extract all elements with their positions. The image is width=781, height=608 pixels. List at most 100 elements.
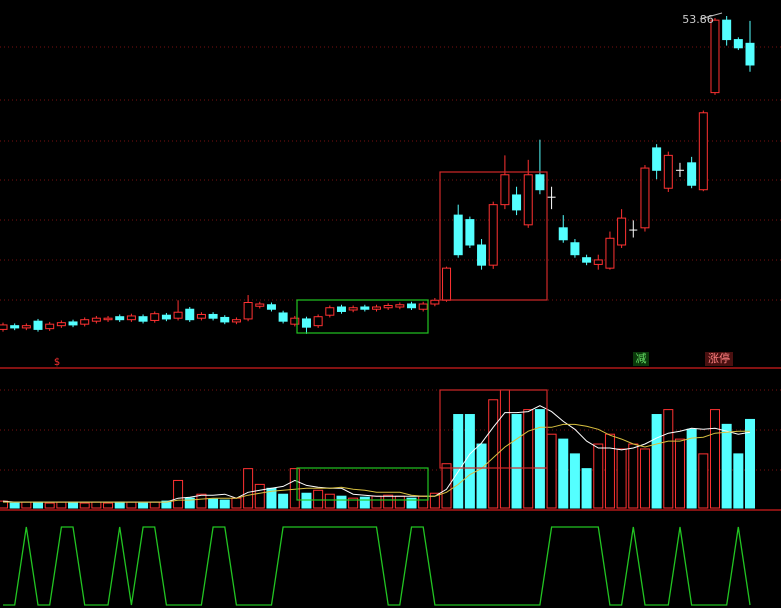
volume-bar (383, 494, 394, 509)
volume-bar (208, 498, 219, 509)
volume-bar (184, 497, 195, 509)
volume-bar (464, 414, 475, 509)
candle-body (535, 174, 545, 191)
badge-label: 涨停 (708, 351, 730, 365)
volume-bar (126, 501, 137, 509)
candle-body (523, 174, 533, 226)
candle-body (126, 315, 136, 321)
volume-bar (9, 502, 20, 509)
volume-bar (546, 433, 557, 509)
candle-body (570, 242, 580, 256)
volume-bar (569, 453, 580, 509)
volume-bar (348, 497, 359, 509)
volume-bar (219, 499, 230, 509)
highlight-box (439, 171, 548, 301)
candle-body (33, 320, 43, 330)
volume-bar (745, 418, 755, 509)
candle-body (255, 303, 265, 307)
volume-bar (56, 501, 67, 509)
volume-bar (324, 493, 335, 509)
volume-bar (523, 409, 534, 509)
candle-body (243, 302, 253, 320)
candle-body (220, 316, 230, 323)
volume-bar (639, 448, 650, 509)
candle-body (722, 19, 732, 41)
volume-bar (359, 496, 370, 509)
candle-body (301, 318, 311, 328)
volume-bar (301, 492, 312, 509)
volume-bar (243, 468, 254, 509)
volume-bar (511, 414, 522, 509)
candle-body (103, 317, 113, 321)
volume-bar (254, 483, 265, 509)
candle-body (465, 219, 475, 246)
candle-body (266, 304, 276, 310)
volume-bar (686, 428, 697, 509)
volume-bar (68, 501, 79, 509)
volume-bar (441, 463, 452, 509)
candle-body (21, 325, 31, 329)
candle-body (640, 167, 650, 229)
volume-bar (628, 443, 639, 509)
candle-body (196, 313, 206, 319)
volume-bar (114, 501, 125, 509)
volume-bar (313, 489, 324, 509)
volume-bar (674, 438, 685, 509)
volume-bar (371, 495, 382, 509)
candle-body (185, 308, 195, 321)
volume-bar (651, 414, 662, 509)
candle-body (0, 324, 8, 330)
candle-body (395, 304, 405, 308)
volume-bar (231, 497, 242, 509)
signal-line (3, 526, 751, 606)
marks (0, 15, 755, 606)
candle-body (687, 162, 697, 186)
volume-bar (581, 468, 592, 509)
volume-bar (173, 479, 184, 509)
candle-body (150, 313, 160, 321)
candle-body (91, 317, 101, 322)
volume-bar (278, 493, 289, 509)
candle-body (652, 147, 662, 171)
volume-bar (721, 423, 732, 509)
volume-bar (406, 497, 417, 509)
highlight-box (296, 467, 429, 501)
candle-body (115, 316, 125, 321)
candle-body (558, 227, 568, 241)
volume-bar (698, 453, 709, 509)
candle-body (698, 112, 708, 191)
volume-bar (289, 468, 300, 509)
candle-body (617, 217, 627, 246)
volume-bar (394, 495, 405, 509)
badge-bg (633, 352, 649, 366)
candle-body (68, 321, 78, 326)
volume-bar (593, 443, 604, 509)
pointer-line (699, 12, 723, 20)
candle-body (208, 313, 218, 319)
volume-bar (534, 409, 545, 509)
volume-bar (161, 500, 172, 509)
candle-body (336, 306, 346, 312)
candle-body (173, 311, 183, 319)
volume-bar (488, 399, 499, 509)
volume-bar (709, 409, 720, 509)
badge-bg (705, 352, 733, 366)
candle-body (161, 314, 171, 320)
marker-label: $ (54, 357, 60, 368)
candle-body (56, 322, 66, 327)
volume-bar (138, 502, 149, 509)
volume-bar (663, 409, 674, 509)
candle-body (745, 42, 755, 66)
candle-body (360, 306, 370, 310)
volume-bar (476, 443, 487, 509)
volume-bar (149, 501, 160, 509)
candle-body (313, 316, 323, 327)
candle-body (500, 174, 510, 206)
highlight-box (296, 299, 429, 334)
highlight-box (439, 389, 548, 469)
volume-bar (558, 438, 569, 509)
volume-bar (604, 433, 615, 509)
badge-label: 减 (636, 352, 647, 365)
candle-body (10, 325, 20, 329)
